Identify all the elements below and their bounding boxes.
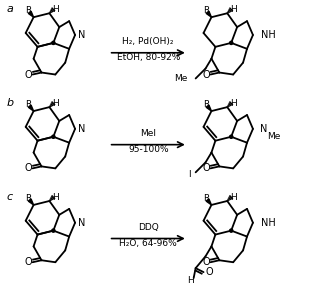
- Text: O: O: [203, 257, 210, 267]
- Text: R: R: [25, 6, 32, 15]
- Text: N: N: [260, 124, 267, 134]
- Polygon shape: [206, 199, 212, 205]
- Text: R: R: [25, 100, 32, 109]
- Text: O: O: [25, 163, 32, 173]
- Circle shape: [230, 41, 233, 44]
- Text: 95-100%: 95-100%: [128, 145, 168, 154]
- Text: H: H: [187, 276, 194, 284]
- Text: O: O: [25, 69, 32, 79]
- Circle shape: [230, 229, 233, 232]
- Text: H: H: [230, 99, 237, 108]
- Text: b: b: [7, 98, 14, 108]
- Text: I: I: [188, 170, 191, 179]
- Polygon shape: [28, 199, 33, 205]
- Polygon shape: [28, 11, 33, 17]
- Text: R: R: [25, 193, 32, 203]
- Text: H: H: [52, 193, 59, 201]
- Text: R: R: [203, 6, 210, 15]
- Text: c: c: [7, 192, 13, 202]
- Circle shape: [52, 41, 55, 44]
- Text: H: H: [230, 193, 237, 201]
- Text: O: O: [203, 69, 210, 79]
- Text: H: H: [52, 99, 59, 108]
- Circle shape: [230, 135, 233, 138]
- Text: Me: Me: [267, 132, 280, 141]
- Text: O: O: [203, 163, 210, 173]
- Polygon shape: [206, 11, 212, 17]
- Text: R: R: [203, 100, 210, 109]
- Text: O: O: [25, 257, 32, 267]
- Polygon shape: [28, 105, 33, 111]
- Text: N: N: [78, 218, 86, 228]
- Text: O: O: [206, 267, 213, 277]
- Text: H: H: [52, 5, 59, 14]
- Text: N: N: [78, 30, 86, 40]
- Text: a: a: [7, 4, 14, 14]
- Text: NH: NH: [261, 218, 276, 228]
- Text: NH: NH: [261, 30, 276, 40]
- Text: H: H: [230, 5, 237, 14]
- Text: N: N: [78, 124, 86, 134]
- Circle shape: [52, 135, 55, 138]
- Text: R: R: [203, 193, 210, 203]
- Text: DDQ: DDQ: [138, 223, 159, 232]
- Text: H₂O, 64-96%: H₂O, 64-96%: [119, 239, 177, 248]
- Circle shape: [52, 229, 55, 232]
- Text: EtOH, 80-92%: EtOH, 80-92%: [117, 53, 180, 62]
- Text: Me: Me: [174, 74, 188, 83]
- Text: H₂, Pd(OH)₂: H₂, Pd(OH)₂: [122, 37, 174, 46]
- Polygon shape: [206, 105, 212, 111]
- Text: MeI: MeI: [140, 129, 156, 138]
